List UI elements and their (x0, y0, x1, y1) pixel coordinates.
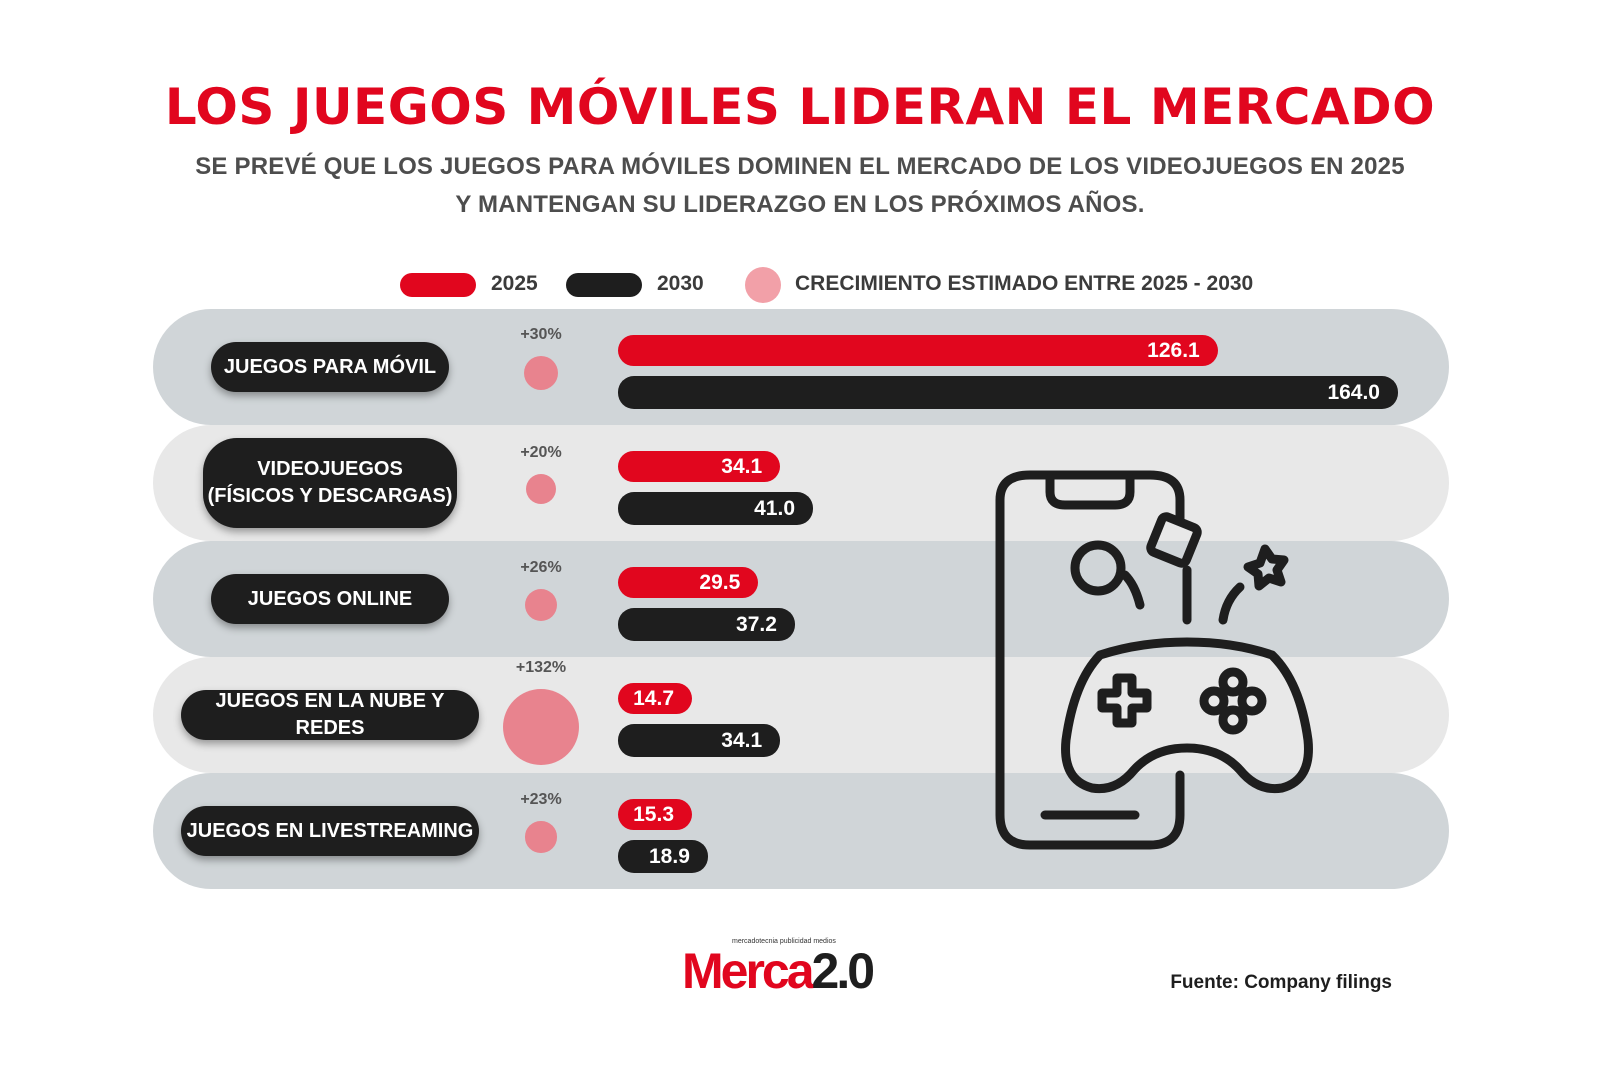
bar-value-label: 14.7 (633, 686, 674, 710)
bar-value-label: 37.2 (736, 612, 777, 636)
legend-swatch-2025 (400, 273, 476, 297)
growth-label: +26% (520, 558, 562, 576)
mobile-gamepad-icon (995, 470, 1313, 850)
bar-2030: 41.0 (618, 492, 813, 525)
bar-2030: 34.1 (618, 724, 781, 757)
category-label: JUEGOS ONLINE (211, 574, 449, 624)
growth-circle (503, 689, 579, 765)
legend: 2025 2030 CRECIMIENTO ESTIMADO ENTRE 202… (0, 263, 1600, 303)
bar-value-label: 18.9 (649, 844, 690, 868)
bar-2030: 37.2 (618, 608, 795, 641)
legend-label-2030: 2030 (657, 272, 704, 295)
legend-swatch-2030 (566, 273, 642, 297)
growth-label: +30% (520, 325, 562, 343)
category-label: JUEGOS EN LIVESTREAMING (181, 806, 479, 856)
bar-value-label: 164.0 (1327, 380, 1380, 404)
chart-subtitle-line-1: SE PREVÉ QUE LOS JUEGOS PARA MÓVILES DOM… (195, 153, 1405, 180)
legend-label-growth: CRECIMIENTO ESTIMADO ENTRE 2025 - 2030 (795, 272, 1254, 295)
bar-2030: 164.0 (618, 376, 1398, 409)
logo-tagline: mercadotecnia publicidad medios (732, 938, 836, 945)
growth-circle (526, 474, 556, 504)
bar-2025: 14.7 (618, 683, 692, 714)
category-label: VIDEOJUEGOS (FÍSICOS Y DESCARGAS) (203, 438, 457, 528)
growth-circle (523, 355, 559, 391)
source-note: Fuente: Company filings (1170, 972, 1392, 993)
legend-swatch-growth (745, 267, 781, 303)
growth-circle (524, 588, 558, 622)
logo-main: Merca (682, 943, 815, 999)
merca-logo: mercadotecnia publicidad medios Merca2.0 (682, 938, 922, 1000)
growth-label: +20% (520, 444, 562, 461)
growth-label: +23% (520, 791, 562, 809)
growth-circle (525, 821, 557, 853)
category-label: JUEGOS EN LA NUBE Y REDES (181, 690, 479, 740)
logo-version: 2.0 (811, 943, 875, 999)
bar-2025: 34.1 (618, 451, 781, 482)
bar-value-label: 34.1 (721, 728, 763, 752)
bar-2025: 29.5 (618, 567, 759, 598)
legend-label-2025: 2025 (491, 272, 538, 295)
chart-subtitle-line-2: Y MANTENGAN SU LIDERAZGO EN LOS PRÓXIMOS… (455, 191, 1145, 218)
logo-wordmark: Merca2.0 (682, 942, 875, 1000)
growth-label: +132% (515, 659, 567, 676)
bar-2030: 18.9 (618, 840, 708, 873)
bar-2025: 126.1 (618, 335, 1218, 366)
bar-value-label: 15.3 (633, 802, 674, 826)
bar-2025: 15.3 (618, 799, 692, 830)
chart-title: LOS JUEGOS MÓVILES LIDERAN EL MERCADO (164, 78, 1436, 136)
bar-value-label: 126.1 (1147, 338, 1200, 362)
bar-value-label: 34.1 (721, 454, 763, 478)
bar-value-label: 41.0 (754, 496, 795, 520)
bar-value-label: 29.5 (699, 570, 741, 594)
category-label: JUEGOS PARA MÓVIL (211, 342, 449, 392)
